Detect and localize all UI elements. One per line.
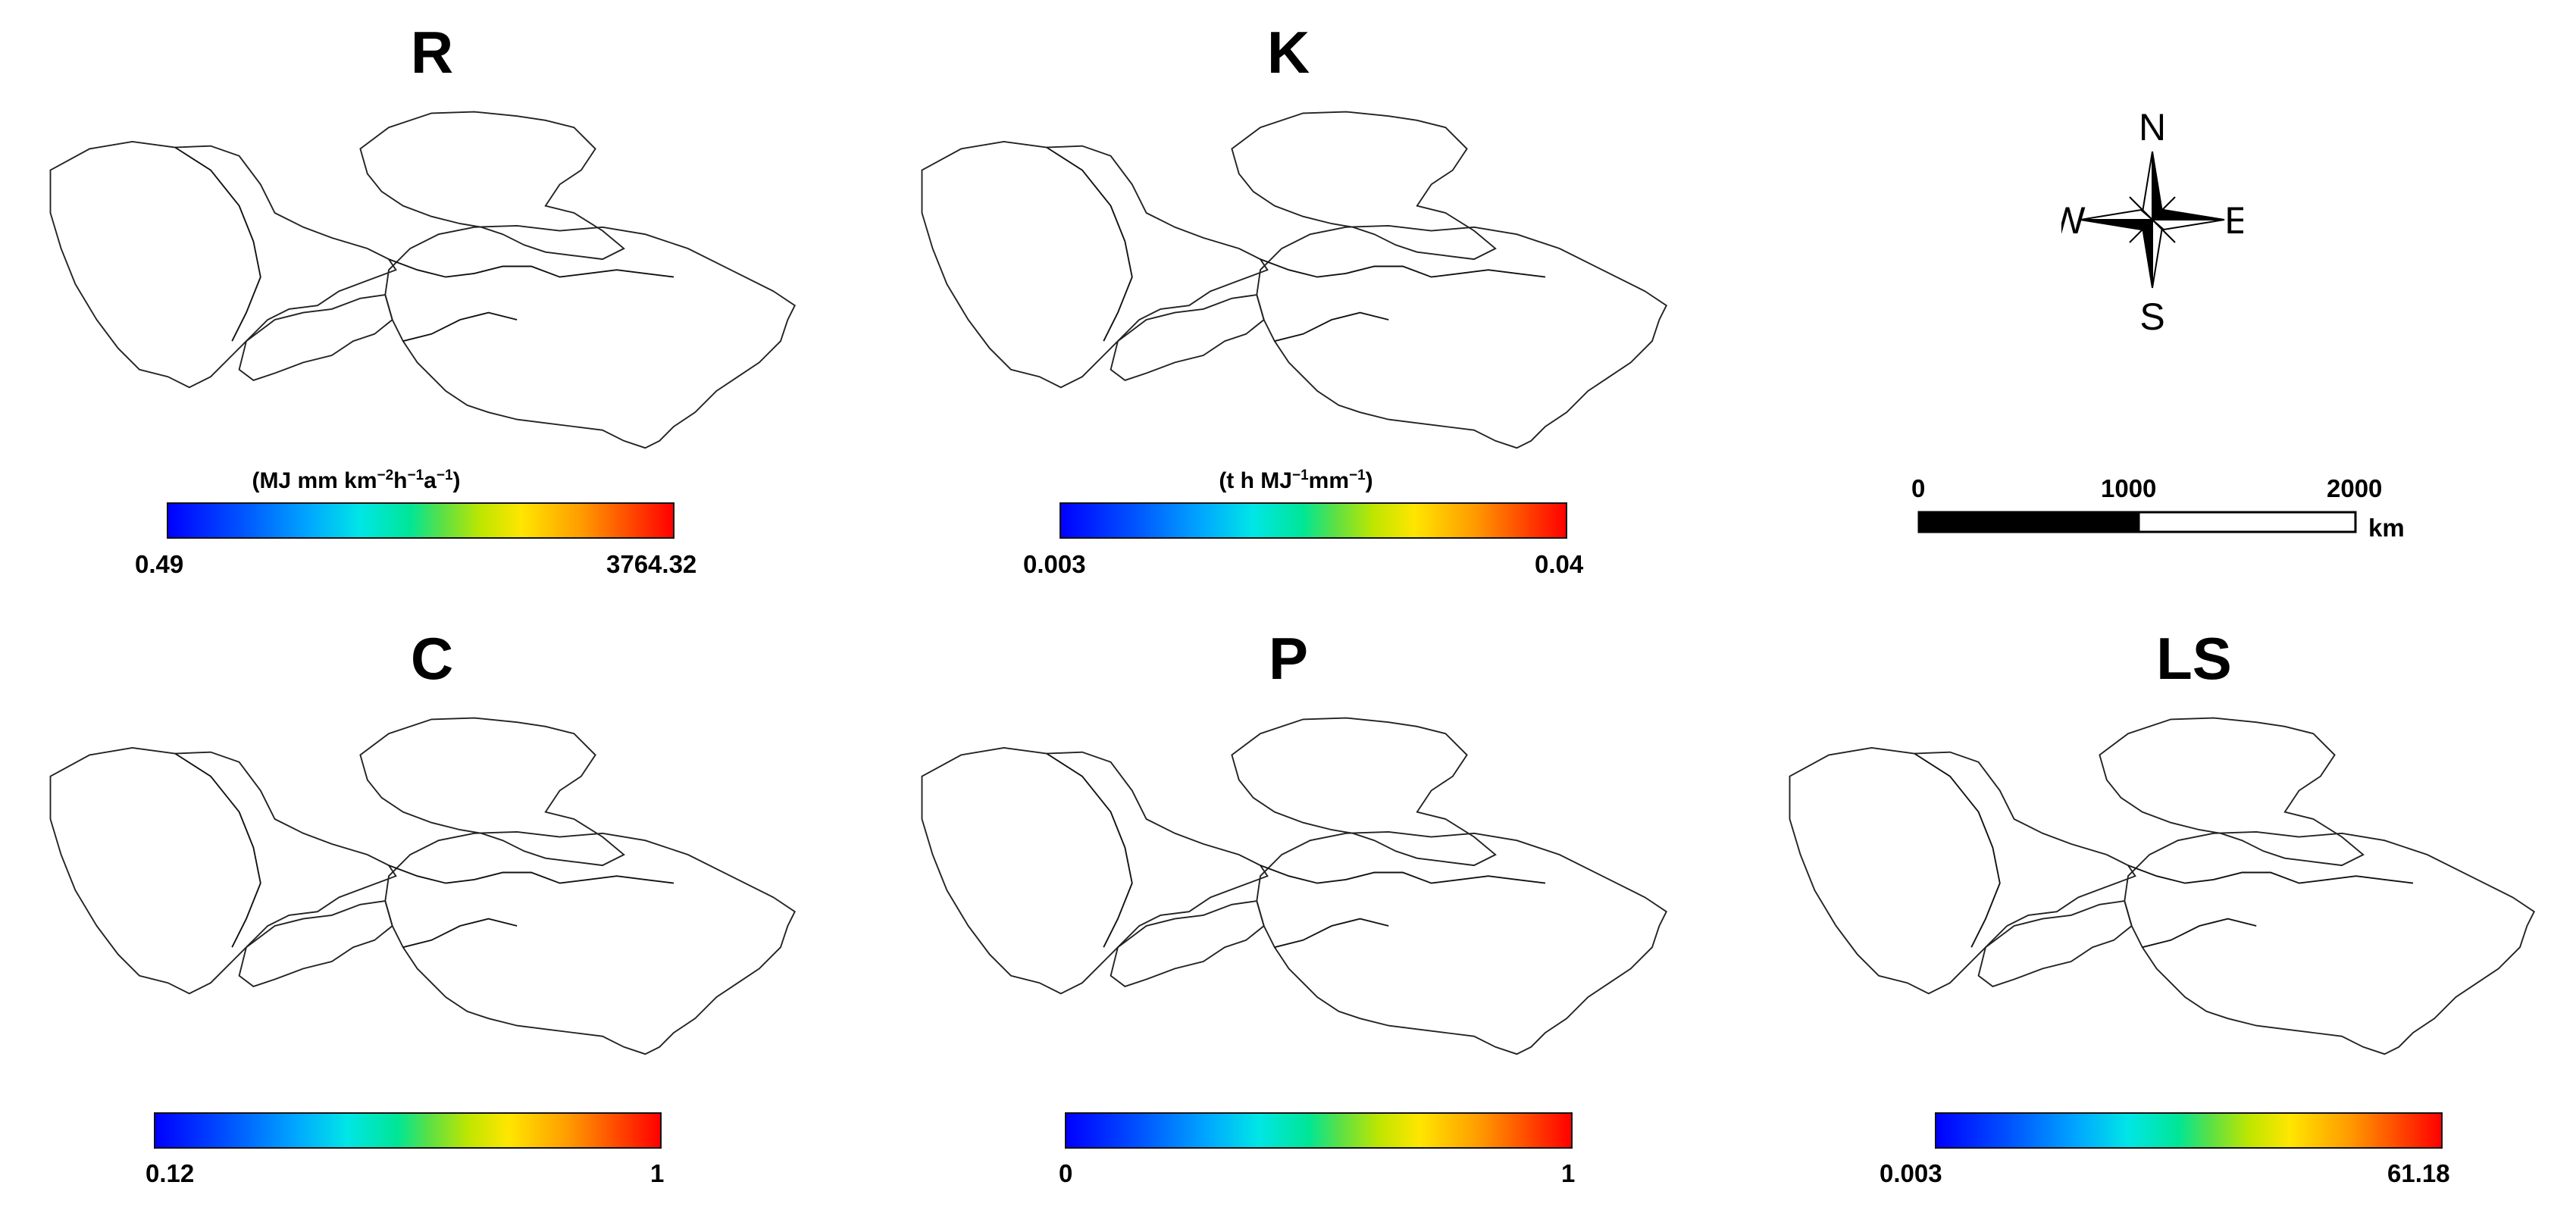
colorbar-c — [154, 1112, 662, 1149]
map-p — [887, 712, 1705, 1068]
map-c — [15, 712, 834, 1068]
colorbar-p — [1065, 1112, 1573, 1149]
panel-title-ls: LS — [2156, 625, 2232, 692]
colorbar-k-min: 0.003 — [1023, 550, 1086, 578]
panel-title-p: P — [1268, 625, 1309, 692]
compass-w: W — [2061, 199, 2086, 242]
colorbar-r-min: 0.49 — [135, 550, 184, 578]
colorbar-ls — [1935, 1112, 2443, 1149]
colorbar-c-min: 0.12 — [146, 1159, 195, 1187]
compass-s: S — [2139, 295, 2164, 338]
panel-title-c: C — [410, 625, 454, 692]
scale-bar — [1917, 511, 2357, 533]
map-r — [15, 106, 834, 462]
colorbar-p-max: 1 — [1561, 1159, 1576, 1187]
colorbar-k — [1060, 502, 1567, 539]
scale-tick-2000: 2000 — [2327, 474, 2383, 502]
panel-title-r: R — [410, 19, 454, 86]
colorbar-p-min: 0 — [1059, 1159, 1073, 1187]
colorbar-ls-min: 0.003 — [1880, 1159, 1942, 1187]
compass-n: N — [2139, 106, 2166, 149]
colorbar-r-max: 3764.32 — [606, 550, 697, 578]
compass-e: E — [2224, 199, 2243, 242]
unit-label-r: (MJ mm km−2h−1a−1) — [252, 467, 461, 493]
map-k — [887, 106, 1705, 462]
panel-title-k: K — [1266, 19, 1310, 86]
colorbar-ls-max: 61.18 — [2387, 1159, 2450, 1187]
unit-label-k: (t h MJ−1mm−1) — [1219, 467, 1373, 493]
scale-tick-0: 0 — [1911, 474, 1926, 502]
map-ls — [1758, 712, 2569, 1068]
scale-unit: km — [2368, 514, 2405, 542]
north-arrow: N S W E — [2061, 106, 2243, 338]
colorbar-c-max: 1 — [650, 1159, 665, 1187]
colorbar-k-max: 0.04 — [1535, 550, 1584, 578]
scale-tick-1000: 1000 — [2101, 474, 2157, 502]
colorbar-r — [167, 502, 675, 539]
